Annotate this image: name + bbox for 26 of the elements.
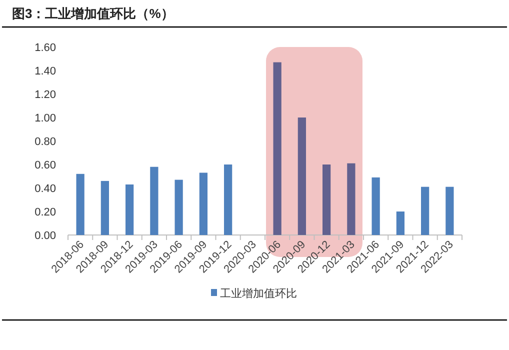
bar [273, 62, 282, 235]
y-tick-label: 0.00 [34, 230, 56, 242]
chart-title: 图3：工业增加值环比（%） [12, 6, 174, 21]
bar [199, 172, 208, 235]
y-tick-label: 1.20 [34, 89, 56, 101]
y-tick-label: 0.40 [34, 183, 56, 195]
bar [224, 164, 232, 235]
y-tick-label: 1.00 [34, 112, 56, 124]
bar [421, 186, 430, 235]
bar [174, 180, 183, 235]
bar [372, 177, 380, 235]
legend-label: 工业增加值环比 [220, 287, 297, 300]
bar [298, 118, 306, 235]
y-tick-label: 0.20 [34, 206, 56, 218]
y-tick-label: 1.40 [34, 66, 56, 78]
bar [100, 180, 109, 235]
bar [347, 163, 356, 235]
bar [150, 166, 158, 235]
y-tick-label: 1.60 [34, 42, 56, 54]
bar [126, 184, 134, 235]
bar [76, 174, 84, 235]
bar [396, 212, 404, 235]
y-tick-label: 0.80 [34, 136, 56, 148]
bar [446, 186, 454, 235]
y-tick-label: 0.60 [34, 160, 56, 172]
bar [322, 164, 331, 235]
